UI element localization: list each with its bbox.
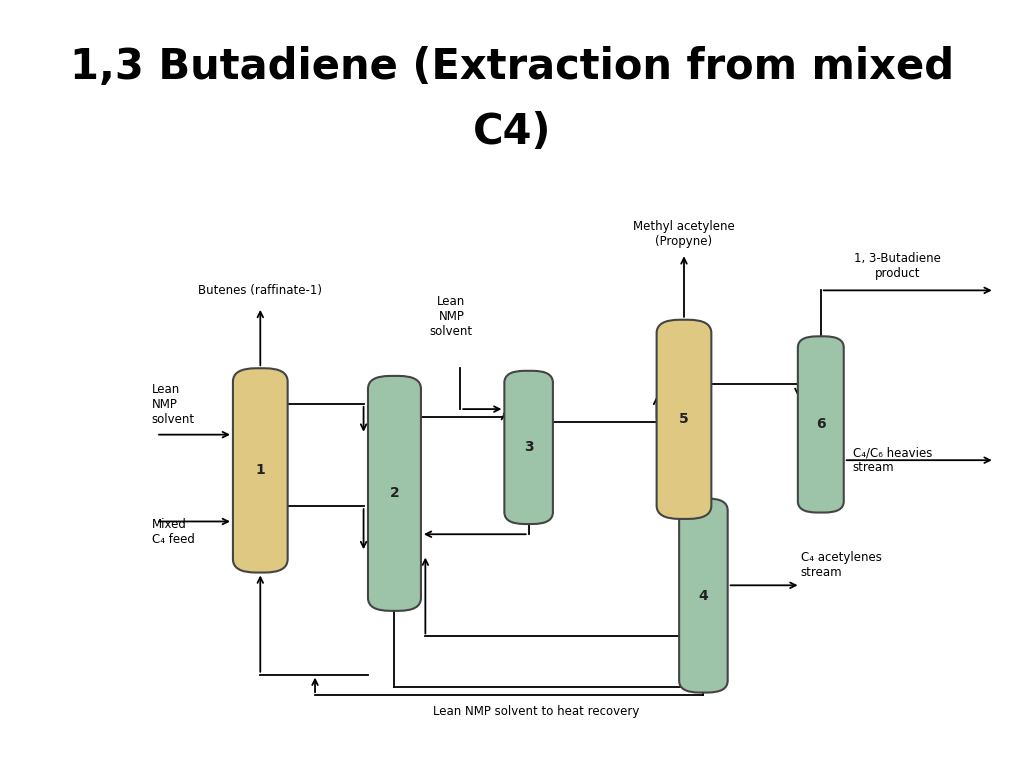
- Text: Mixed
C₄ feed: Mixed C₄ feed: [152, 518, 195, 546]
- Text: Lean
NMP
solvent: Lean NMP solvent: [152, 382, 195, 425]
- FancyBboxPatch shape: [679, 498, 728, 693]
- Text: 2: 2: [389, 486, 399, 501]
- Text: Lean
NMP
solvent: Lean NMP solvent: [430, 295, 473, 338]
- Text: 3: 3: [524, 440, 534, 455]
- Text: C₄ acetylenes
stream: C₄ acetylenes stream: [801, 551, 882, 579]
- Text: 5: 5: [679, 412, 689, 426]
- FancyBboxPatch shape: [232, 369, 288, 573]
- Text: 1, 3-Butadiene
product: 1, 3-Butadiene product: [854, 252, 941, 280]
- Text: Butenes (raffinate-1): Butenes (raffinate-1): [199, 283, 323, 296]
- Text: Lean NMP solvent to heat recovery: Lean NMP solvent to heat recovery: [432, 705, 639, 718]
- Text: C4): C4): [473, 111, 551, 154]
- FancyBboxPatch shape: [798, 336, 844, 512]
- FancyBboxPatch shape: [368, 376, 421, 611]
- Text: 6: 6: [816, 418, 825, 432]
- Text: Methyl acetylene
(Propyne): Methyl acetylene (Propyne): [633, 220, 735, 248]
- FancyBboxPatch shape: [505, 371, 553, 524]
- Text: 4: 4: [698, 588, 709, 603]
- Text: 1: 1: [255, 463, 265, 478]
- Text: C₄/C₆ heavies
stream: C₄/C₆ heavies stream: [853, 446, 932, 474]
- Text: 1,3 Butadiene (Extraction from mixed: 1,3 Butadiene (Extraction from mixed: [70, 46, 954, 88]
- FancyBboxPatch shape: [656, 319, 712, 519]
